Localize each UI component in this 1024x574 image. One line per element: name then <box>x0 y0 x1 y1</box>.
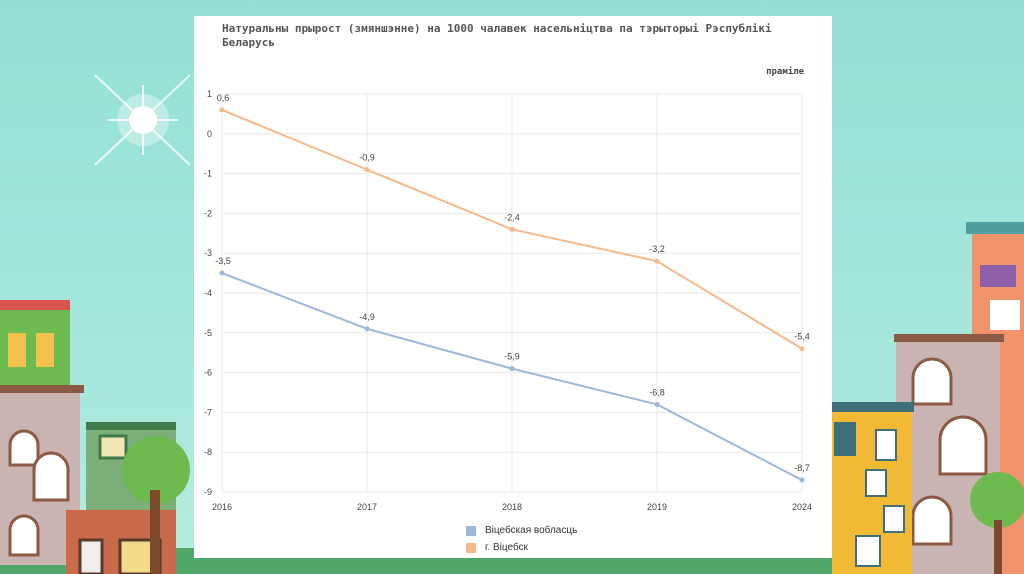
data-label-s2-1: -0,9 <box>359 153 375 163</box>
data-label-s2-2: -2,4 <box>504 212 520 222</box>
legend-swatch-series-2 <box>466 542 476 553</box>
x-tick-label-4: 2024 <box>792 502 812 512</box>
x-tick-label-0: 2016 <box>212 502 232 512</box>
data-point-s1-0 <box>219 270 225 276</box>
data-point-s1-1 <box>364 326 370 332</box>
y-tick-label-9: -8 <box>204 447 212 457</box>
data-point-s2-4 <box>799 346 805 352</box>
data-point-s1-3 <box>654 401 660 407</box>
y-tick-label-8: -7 <box>204 407 212 417</box>
legend-item-series-1[interactable]: Віцебская вобласць <box>466 522 577 539</box>
legend-label-series-2: г. Віцебск <box>485 542 528 553</box>
data-label-s2-4: -5,4 <box>794 332 810 342</box>
chart-card: Натуральны прырост (змяншэнне) на 1000 ч… <box>194 16 832 558</box>
data-label-s1-4: -8,7 <box>794 463 810 473</box>
x-tick-label-2: 2018 <box>502 502 522 512</box>
data-label-s2-3: -3,2 <box>649 244 665 254</box>
y-tick-label-0: 1 <box>207 89 212 99</box>
chart-legend: Віцебская вобласць г. Віцебск <box>466 522 577 556</box>
data-label-s1-3: -6,8 <box>649 387 665 397</box>
y-tick-label-7: -6 <box>204 368 212 378</box>
data-point-s2-1 <box>364 167 370 173</box>
y-tick-label-4: -3 <box>204 248 212 258</box>
y-unit-label: праміле <box>766 67 804 77</box>
legend-swatch-series-1 <box>466 525 476 536</box>
sun-icon <box>94 74 191 166</box>
legend-label-series-1: Віцебская вобласць <box>485 525 578 536</box>
y-tick-label-10: -9 <box>204 487 212 497</box>
x-tick-label-1: 2017 <box>357 502 377 512</box>
legend-item-series-2[interactable]: г. Віцебск <box>466 539 577 556</box>
data-label-s1-1: -4,9 <box>359 312 375 322</box>
data-point-s2-3 <box>654 258 660 264</box>
data-label-s1-2: -5,9 <box>504 352 520 362</box>
y-tick-label-1: 0 <box>207 129 212 139</box>
data-point-s2-0 <box>219 107 225 113</box>
data-point-s1-2 <box>509 366 515 372</box>
data-label-s1-0: -3,5 <box>215 256 231 266</box>
x-tick-label-3: 2019 <box>647 502 667 512</box>
y-tick-label-5: -4 <box>204 288 212 298</box>
y-tick-label-2: -1 <box>204 169 212 179</box>
left-buildings-illustration <box>0 300 190 574</box>
data-label-s2-0: 0,6 <box>217 93 230 103</box>
data-point-s2-2 <box>509 226 515 232</box>
chart-title: Натуральны прырост (змяншэнне) на 1000 ч… <box>222 22 772 49</box>
y-tick-label-6: -5 <box>204 328 212 338</box>
right-buildings-illustration <box>830 222 1024 574</box>
y-tick-label-3: -2 <box>204 208 212 218</box>
data-point-s1-4 <box>799 477 805 483</box>
